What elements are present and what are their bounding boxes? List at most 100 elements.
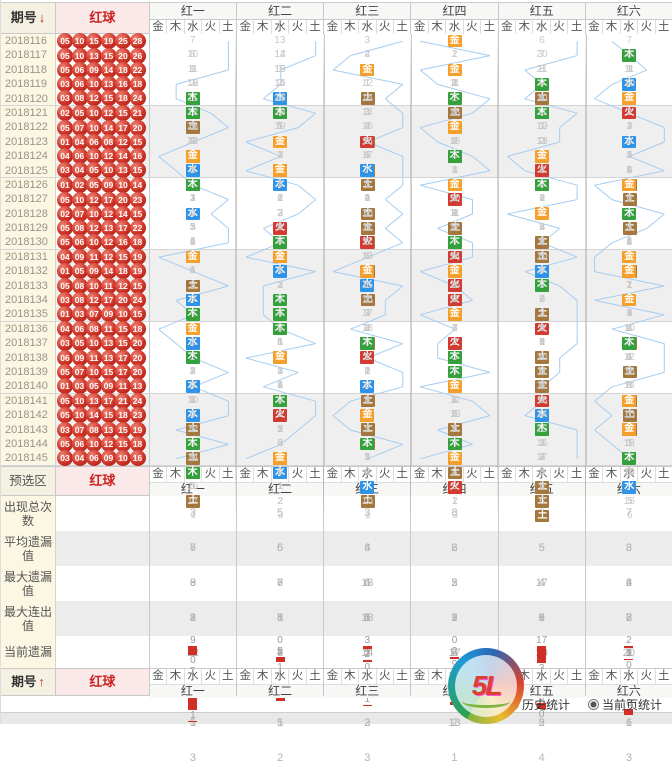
section-header: 金木水火土红一 bbox=[149, 669, 237, 698]
element-marker: 木 bbox=[185, 466, 200, 480]
red-ball: 18 bbox=[129, 76, 146, 93]
trend-cell: 1 bbox=[325, 509, 411, 523]
trend-cell: 10 bbox=[499, 120, 586, 135]
section-cells: 4木573 bbox=[237, 307, 325, 377]
miss-count: 7 bbox=[626, 193, 633, 205]
trend-cell: 14 bbox=[237, 48, 324, 63]
miss-count: 3 bbox=[451, 164, 458, 176]
preselect-ball-label: 红球 bbox=[55, 467, 150, 495]
miss-count: 4 bbox=[451, 78, 458, 90]
trend-cell: 3 bbox=[325, 105, 411, 121]
stats-value-cell: 9 bbox=[189, 577, 196, 589]
miss-count: 4 bbox=[539, 481, 545, 493]
miss-count: 1 bbox=[626, 193, 633, 205]
section-cells: 15 1 2 4 土 bbox=[499, 422, 587, 494]
trend-cell: 7 bbox=[499, 307, 586, 322]
current-page-stats-option[interactable]: 当前页统计 bbox=[587, 696, 662, 713]
section-cells: 17 3 4 6 土 bbox=[499, 451, 587, 523]
miss-count: 1 bbox=[364, 279, 371, 291]
trend-cell: 6 bbox=[325, 221, 411, 236]
red-ball: 13 bbox=[129, 378, 146, 395]
trend-cell: 10 bbox=[499, 350, 586, 365]
trend-cell: 8 bbox=[150, 365, 237, 380]
section-cells: 17水42 bbox=[150, 264, 238, 334]
miss-count: 2 bbox=[451, 207, 458, 219]
trend-cell: 1 bbox=[412, 163, 499, 178]
trend-cell: 3 bbox=[499, 307, 586, 322]
miss-count: 3 bbox=[364, 308, 371, 320]
trend-row: 20181370305101315201木2946219土5162土2木1312… bbox=[1, 335, 672, 408]
trend-cell: 5 bbox=[499, 278, 586, 294]
trend-cell: 1 bbox=[325, 365, 411, 380]
trend-cell: 2 bbox=[150, 206, 237, 222]
element-header-cell: 水 bbox=[533, 669, 551, 684]
trend-cell: 4 bbox=[499, 163, 586, 178]
miss-count: 9 bbox=[364, 193, 371, 205]
miss-count: 4 bbox=[189, 236, 196, 248]
element-marker: 土 bbox=[360, 92, 375, 106]
red-ball: 08 bbox=[100, 133, 117, 150]
element-marker: 金 bbox=[272, 452, 287, 465]
miss-count: 1 bbox=[277, 193, 283, 205]
section-header: 红一金木水火土 bbox=[149, 3, 237, 35]
miss-count: 7 bbox=[364, 164, 371, 176]
trend-cells: 17水421324土金15132金317174木231金2834 bbox=[150, 264, 672, 336]
miss-count: 1 bbox=[364, 250, 371, 262]
footer-issue-header[interactable]: 期号 ↑ bbox=[1, 669, 56, 695]
trend-cell: 2 bbox=[150, 235, 237, 250]
miss-count: 4 bbox=[364, 222, 371, 234]
miss-count: 1 bbox=[364, 78, 371, 90]
miss-count: 4 bbox=[451, 294, 458, 306]
red-ball: 16 bbox=[115, 76, 131, 93]
trend-cell: 1 bbox=[325, 77, 411, 92]
trend-cells: 7木3151537火11木5833木72115124土金119144 bbox=[150, 422, 672, 494]
miss-count: 2 bbox=[189, 135, 196, 147]
trend-cell: 2 bbox=[150, 365, 236, 379]
stats-value-cell: 2 bbox=[277, 752, 284, 764]
element-header-cell: 水 bbox=[359, 20, 377, 35]
section-title: 红五 bbox=[498, 3, 585, 19]
miss-count: 2 bbox=[189, 279, 196, 291]
trend-cell: 4 bbox=[150, 235, 237, 250]
red-balls-cell: 06 09 11 13 17 20 bbox=[56, 349, 150, 366]
trend-cell: 4 bbox=[325, 120, 411, 135]
issue-sort-header[interactable]: 期号 ↓ bbox=[1, 3, 56, 33]
issue-cell: 2018132 bbox=[1, 264, 56, 279]
trend-cell: 金 bbox=[587, 249, 672, 265]
issue-cell: 2018117 bbox=[1, 48, 56, 63]
miss-count: 3 bbox=[364, 207, 371, 219]
trend-cell: 火 bbox=[499, 321, 586, 337]
trend-row: 20181250304051013151木243金51347825土32101土… bbox=[1, 162, 672, 235]
trend-cell: 15 bbox=[412, 134, 499, 150]
element-marker: 金 bbox=[185, 322, 200, 336]
miss-count: 1 bbox=[365, 193, 371, 205]
trend-cell: 10 bbox=[150, 48, 237, 63]
trend-cell: 3 bbox=[412, 105, 499, 121]
red-ball: 16 bbox=[115, 234, 131, 251]
trend-cell: 1 bbox=[499, 120, 585, 134]
trend-cells: 1216火318127土34161土326火1111212土12水36 bbox=[150, 105, 672, 177]
current-page-radio-icon[interactable] bbox=[587, 698, 599, 710]
element-header-cell: 水 bbox=[621, 20, 639, 35]
miss-count: 1 bbox=[626, 279, 633, 291]
trend-row: 201813201050914181917水421324土金15132金3171… bbox=[1, 263, 672, 336]
section-cells: 3284土 bbox=[499, 192, 587, 264]
miss-count: 15 bbox=[536, 423, 548, 435]
trend-cell: 2 bbox=[237, 379, 324, 394]
trend-cell: 6 bbox=[150, 235, 237, 250]
red-ball: 26 bbox=[129, 47, 146, 64]
section-cells: 金 15 1 3 2 bbox=[325, 264, 412, 334]
section-cells: 7314土 bbox=[325, 364, 412, 436]
red-ball: 05 bbox=[57, 47, 73, 64]
trend-cell: 土 bbox=[325, 221, 411, 235]
trend-cell: 木 bbox=[150, 465, 237, 481]
trend-cell: 8 bbox=[150, 48, 237, 63]
trend-cell: 5 bbox=[150, 221, 237, 236]
miss-count: 17 bbox=[187, 495, 199, 507]
red-ball: 15 bbox=[115, 105, 131, 122]
trend-cell: 10 bbox=[150, 77, 237, 92]
trend-cell: 1 bbox=[150, 192, 237, 207]
red-ball: 28 bbox=[129, 33, 146, 50]
element-header-cell: 金 bbox=[324, 20, 342, 35]
